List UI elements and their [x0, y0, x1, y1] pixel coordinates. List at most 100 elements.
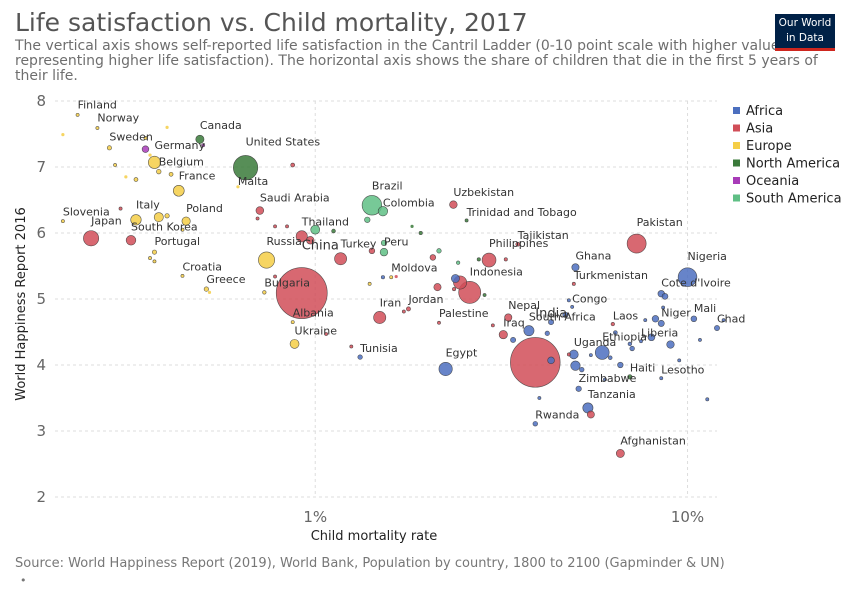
- point-japan[interactable]: [83, 230, 100, 247]
- point[interactable]: [537, 396, 542, 400]
- point[interactable]: [380, 275, 385, 280]
- point[interactable]: [456, 260, 461, 265]
- point-rwanda[interactable]: [532, 421, 538, 427]
- point[interactable]: [331, 228, 336, 234]
- point[interactable]: [394, 274, 398, 279]
- point[interactable]: [306, 236, 315, 245]
- point-zimbabwe[interactable]: [575, 385, 582, 392]
- point-nepal[interactable]: [504, 313, 513, 322]
- point[interactable]: [608, 355, 613, 360]
- point-slovenia[interactable]: [60, 219, 65, 224]
- point-south-africa[interactable]: [523, 325, 535, 337]
- point-poland[interactable]: [181, 216, 191, 226]
- point[interactable]: [433, 283, 442, 292]
- point[interactable]: [290, 162, 296, 168]
- point-croatia[interactable]: [180, 273, 185, 278]
- point-russia[interactable]: [258, 251, 275, 269]
- point-portugal[interactable]: [152, 249, 157, 255]
- point[interactable]: [588, 353, 593, 358]
- point[interactable]: [579, 367, 585, 373]
- point[interactable]: [349, 344, 354, 349]
- point[interactable]: [285, 224, 289, 229]
- point[interactable]: [661, 305, 666, 310]
- point[interactable]: [661, 293, 669, 300]
- point-tunisia[interactable]: [357, 354, 363, 360]
- point[interactable]: [153, 212, 164, 223]
- point-brazil[interactable]: [361, 195, 383, 216]
- point[interactable]: [168, 171, 174, 177]
- point[interactable]: [410, 224, 414, 228]
- point-india[interactable]: [510, 337, 561, 388]
- point[interactable]: [367, 281, 372, 286]
- point[interactable]: [143, 136, 148, 140]
- point-thailand[interactable]: [295, 230, 308, 243]
- legend-item-oceania[interactable]: Oceania: [733, 174, 799, 189]
- point-pakistan[interactable]: [626, 233, 647, 254]
- point-moldova[interactable]: [389, 275, 394, 280]
- owid-logo[interactable]: Our World in Data: [775, 14, 835, 51]
- point-finland[interactable]: [75, 112, 80, 117]
- point[interactable]: [133, 177, 139, 182]
- point-turkey[interactable]: [334, 252, 347, 266]
- point-malta[interactable]: [236, 185, 240, 189]
- point-peru[interactable]: [379, 247, 389, 257]
- point[interactable]: [152, 259, 157, 264]
- point[interactable]: [273, 274, 277, 279]
- point[interactable]: [603, 377, 607, 382]
- point-afghanistan[interactable]: [615, 449, 625, 458]
- point-trinidad-and-tobago[interactable]: [464, 218, 469, 223]
- point-france[interactable]: [172, 184, 185, 197]
- point-jordan[interactable]: [406, 306, 411, 312]
- point[interactable]: [544, 330, 550, 336]
- point[interactable]: [586, 410, 595, 419]
- point-egypt[interactable]: [438, 361, 453, 376]
- point-iran[interactable]: [373, 311, 387, 324]
- point[interactable]: [61, 133, 65, 137]
- point[interactable]: [364, 216, 371, 223]
- point[interactable]: [666, 340, 675, 349]
- point-ethiopia[interactable]: [594, 345, 610, 360]
- point[interactable]: [118, 206, 123, 211]
- point[interactable]: [148, 256, 152, 260]
- point-colombia[interactable]: [377, 206, 388, 217]
- point[interactable]: [451, 274, 460, 283]
- legend[interactable]: Africa Asia Europe North America Oceania Sout…: [733, 104, 842, 207]
- point-congo[interactable]: [570, 305, 575, 309]
- point-ghana[interactable]: [571, 263, 580, 272]
- point[interactable]: [570, 360, 581, 371]
- legend-item-north-america[interactable]: North America: [733, 157, 840, 172]
- point[interactable]: [401, 309, 406, 314]
- point[interactable]: [141, 145, 150, 153]
- legend-item-south-america[interactable]: South America: [733, 192, 842, 207]
- point[interactable]: [165, 125, 169, 129]
- point-philippines[interactable]: [481, 252, 497, 268]
- point[interactable]: [566, 298, 571, 303]
- point[interactable]: [566, 352, 571, 357]
- point-ukraine[interactable]: [289, 339, 300, 349]
- point-nigeria[interactable]: [677, 267, 698, 287]
- point[interactable]: [436, 248, 442, 254]
- point-iraq[interactable]: [498, 330, 508, 340]
- point-italy[interactable]: [130, 214, 142, 226]
- point[interactable]: [677, 358, 682, 363]
- point-laos[interactable]: [610, 321, 615, 327]
- point-uzbekistan[interactable]: [449, 200, 458, 209]
- point[interactable]: [547, 356, 555, 365]
- point[interactable]: [148, 153, 152, 157]
- point[interactable]: [368, 247, 376, 255]
- point[interactable]: [482, 293, 487, 297]
- point-canada[interactable]: [195, 134, 205, 144]
- point[interactable]: [418, 230, 423, 236]
- point-germany[interactable]: [148, 155, 161, 169]
- point[interactable]: [510, 336, 517, 343]
- point[interactable]: [490, 323, 495, 328]
- point[interactable]: [124, 175, 128, 179]
- point[interactable]: [255, 216, 260, 221]
- point-liberia[interactable]: [639, 339, 643, 344]
- point[interactable]: [562, 311, 569, 318]
- point-niger[interactable]: [657, 320, 665, 327]
- point-united-states[interactable]: [233, 155, 259, 181]
- legend-item-africa[interactable]: Africa: [733, 104, 783, 119]
- point[interactable]: [627, 341, 633, 347]
- point[interactable]: [180, 227, 185, 232]
